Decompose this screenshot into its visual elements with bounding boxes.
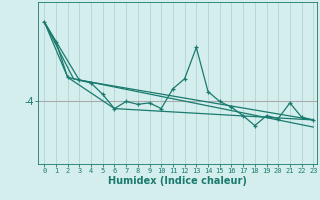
X-axis label: Humidex (Indice chaleur): Humidex (Indice chaleur) xyxy=(108,176,247,186)
